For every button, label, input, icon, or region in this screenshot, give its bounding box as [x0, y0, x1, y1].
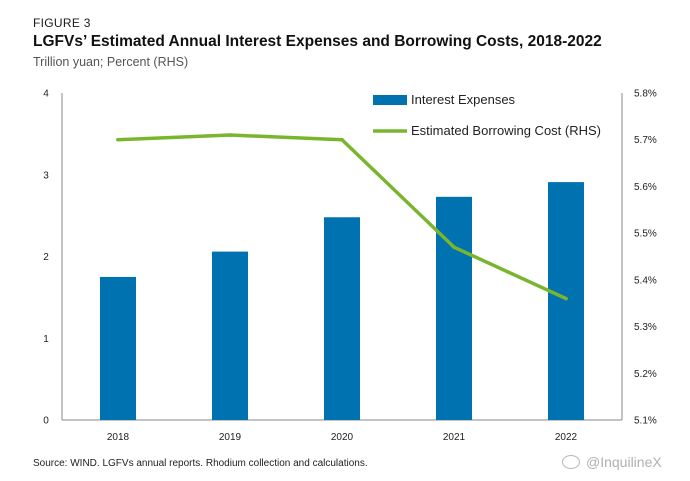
- right-tick-label: 5.7%: [634, 135, 657, 146]
- x-tick-label: 2020: [331, 432, 354, 443]
- legend-label-line: Estimated Borrowing Cost (RHS): [411, 123, 601, 138]
- line-point: [564, 296, 568, 301]
- x-tick-label: 2018: [107, 432, 130, 443]
- chart-title: LGFVs’ Estimated Annual Interest Expense…: [33, 33, 602, 50]
- bar: [212, 251, 248, 420]
- line-series: [116, 133, 568, 301]
- legend: Interest Expenses Estimated Borrowing Cos…: [373, 92, 601, 138]
- figure-label: FIGURE 3: [33, 16, 91, 30]
- watermark-text: @InquilineX: [586, 454, 662, 470]
- line-point: [116, 137, 120, 142]
- watermark: @InquilineX: [562, 454, 662, 470]
- left-tick-label: 1: [43, 334, 49, 345]
- right-tick-label: 5.2%: [634, 369, 657, 380]
- source-note: Source: WIND. LGFVs annual reports. Rhod…: [33, 458, 368, 469]
- right-tick-label: 5.1%: [634, 416, 657, 427]
- tick-labels: 0 1 2 3 4 5.1% 5.2% 5.3% 5.4% 5.5% 5.6% 5.7% 5.8% 201…: [43, 89, 657, 444]
- left-tick-label: 3: [43, 170, 49, 181]
- right-tick-label: 5.6%: [634, 182, 657, 193]
- line-point: [228, 133, 232, 137]
- line-point: [452, 245, 456, 249]
- left-tick-label: 4: [43, 89, 49, 100]
- legend-label-bar: Interest Expenses: [411, 92, 516, 107]
- x-tick-label: 2022: [555, 432, 578, 443]
- right-tick-label: 5.4%: [634, 275, 657, 286]
- right-tick-label: 5.5%: [634, 229, 657, 240]
- bar-series: [100, 182, 584, 420]
- right-tick-label: 5.8%: [634, 89, 657, 100]
- bar: [436, 196, 472, 420]
- bar: [548, 182, 584, 420]
- right-tick-label: 5.3%: [634, 322, 657, 333]
- bar: [100, 276, 136, 420]
- weibo-icon: [562, 455, 580, 469]
- line-point: [340, 137, 344, 142]
- left-tick-label: 2: [43, 252, 49, 263]
- legend-swatch-bar: [373, 95, 407, 105]
- chart-subtitle: Trillion yuan; Percent (RHS): [33, 55, 189, 69]
- bar: [324, 217, 360, 420]
- x-tick-label: 2019: [219, 432, 242, 443]
- x-tick-label: 2021: [443, 432, 466, 443]
- left-tick-label: 0: [43, 416, 49, 427]
